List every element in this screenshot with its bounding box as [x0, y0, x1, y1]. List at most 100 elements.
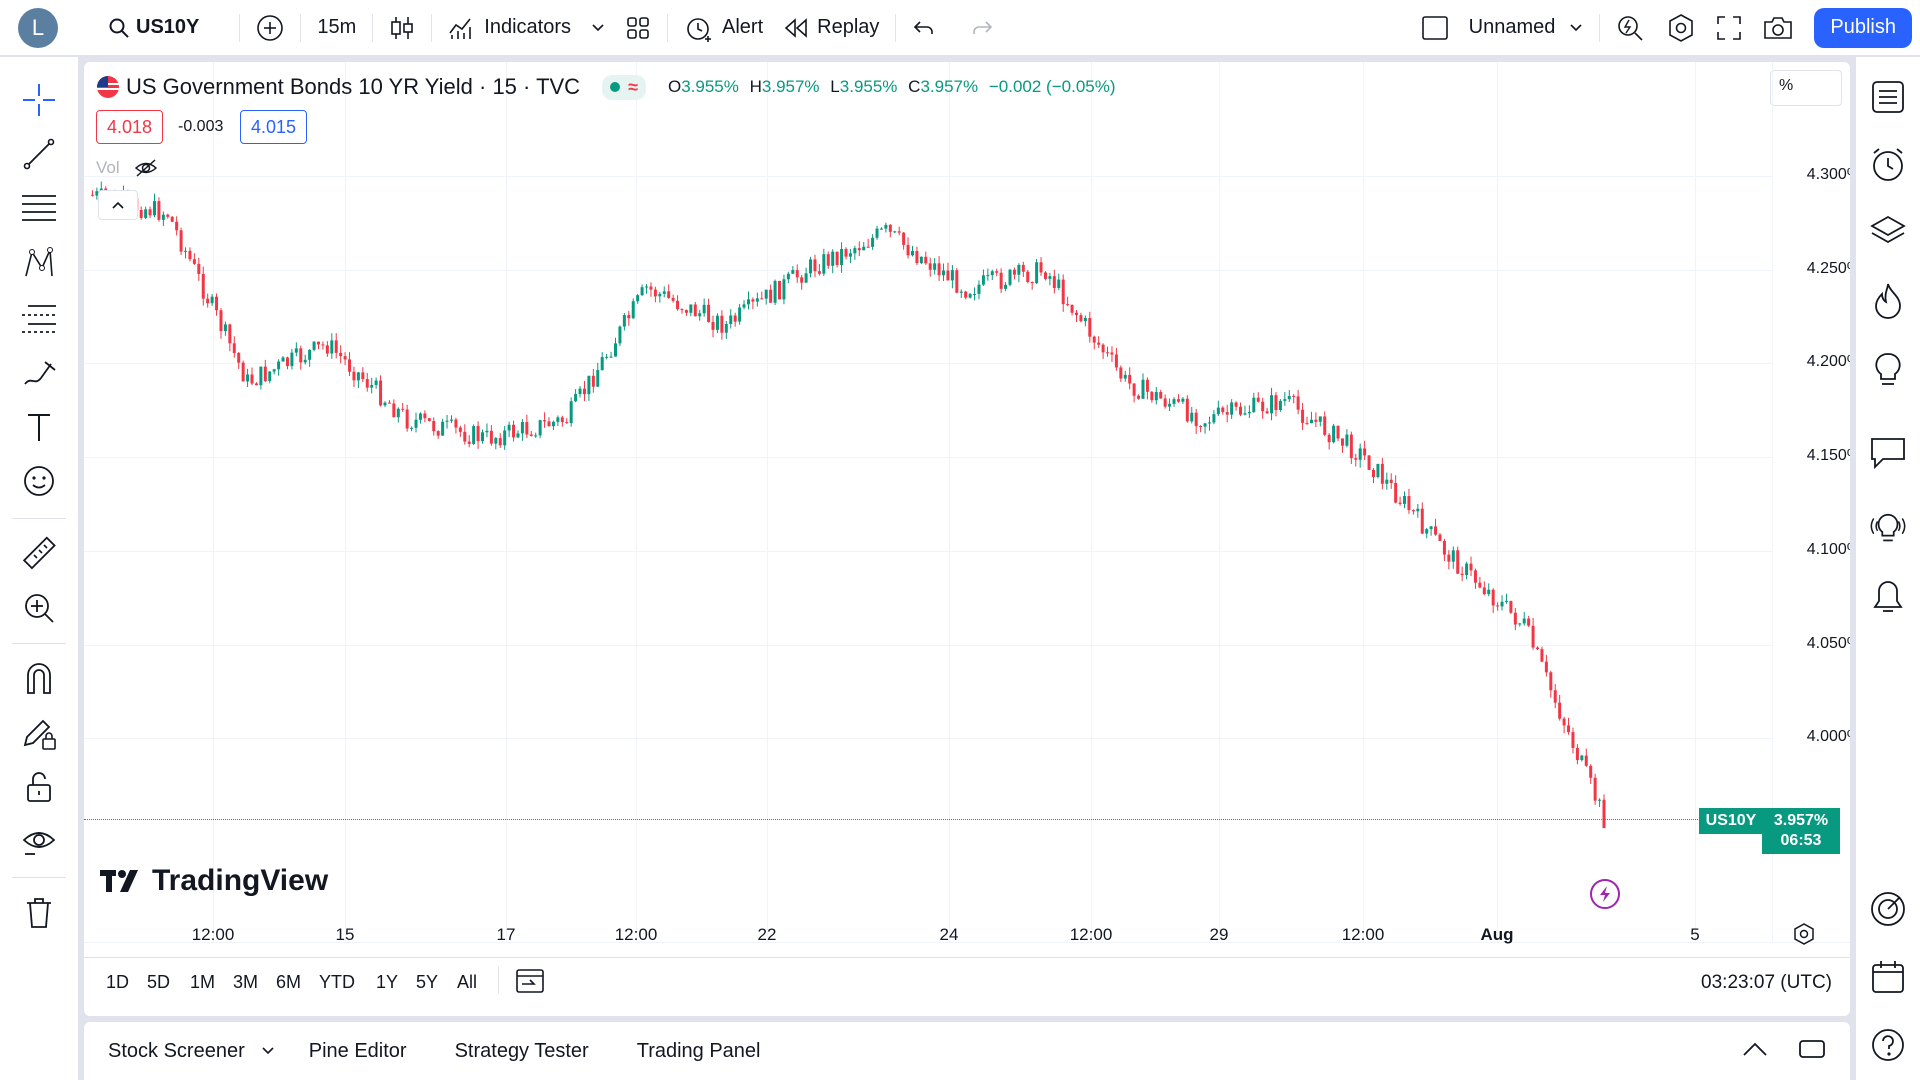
expand-panel-button[interactable]: [1742, 1041, 1768, 1062]
symbol-title[interactable]: US Government Bonds 10 YR Yield · 15 · T…: [126, 74, 581, 99]
tab-stock-screener[interactable]: Stock Screener: [108, 1040, 275, 1063]
forecast-tool[interactable]: [19, 298, 59, 338]
divider: [1599, 13, 1601, 42]
time-axis-settings-button[interactable]: [1792, 922, 1816, 951]
undo-icon: [914, 20, 934, 34]
help-button[interactable]: [1868, 1025, 1908, 1065]
economic-event-marker[interactable]: [1590, 879, 1620, 909]
range-1d-button[interactable]: 1D: [106, 972, 130, 992]
pencil-lock-icon: [23, 719, 56, 750]
tab-strategy-tester[interactable]: Strategy Tester: [455, 1040, 589, 1063]
range-1y-button[interactable]: 1Y: [376, 972, 399, 992]
interval-button[interactable]: 15m: [307, 8, 366, 48]
candle-body: [1176, 399, 1180, 402]
candle-body: [840, 248, 844, 265]
redo-button[interactable]: [960, 8, 1004, 48]
market-status[interactable]: ≈: [602, 74, 646, 100]
candle-body: [1496, 605, 1500, 607]
alert-button[interactable]: Alert: [674, 8, 773, 48]
buy-button[interactable]: 4.015: [240, 110, 308, 144]
candle-body: [472, 426, 476, 444]
chart-type-button[interactable]: [379, 8, 425, 48]
volume-legend[interactable]: Vol: [96, 158, 158, 178]
candle-body: [352, 371, 356, 381]
ideas-button[interactable]: [1868, 350, 1908, 390]
hotlists-button[interactable]: [1868, 281, 1908, 321]
layout-toggle[interactable]: [1411, 8, 1459, 48]
range-5y-button[interactable]: 5Y: [416, 972, 439, 992]
fullscreen-button[interactable]: [1706, 8, 1752, 48]
magnet-tool[interactable]: [19, 658, 59, 698]
tradingview-logo[interactable]: TradingView: [100, 864, 328, 898]
candle-body: [884, 224, 888, 229]
quick-search-button[interactable]: [1606, 8, 1656, 48]
chart-panel[interactable]: US Government Bonds 10 YR Yield · 15 · T…: [84, 62, 1850, 1016]
candle-body: [467, 441, 471, 444]
range-ytd-button[interactable]: YTD: [319, 972, 355, 992]
candle-body: [184, 250, 188, 252]
layout-button[interactable]: [615, 8, 661, 48]
price-axis[interactable]: 4.300% 4.250% 4.200% 4.150% 4.100% 4.050…: [1772, 62, 1850, 942]
brush-tool[interactable]: [19, 353, 59, 393]
indicators-button[interactable]: Indicators: [438, 8, 581, 48]
candle-body: [410, 427, 414, 429]
object-tree-button[interactable]: [1868, 211, 1908, 251]
publish-button[interactable]: Publish: [1814, 7, 1912, 48]
layout-name-button[interactable]: Unnamed: [1459, 8, 1594, 48]
collapse-legend-button[interactable]: [98, 190, 138, 220]
chats-button[interactable]: [1868, 433, 1908, 473]
symbol-search-button[interactable]: US10Y: [98, 8, 209, 48]
calendar-button[interactable]: [1868, 957, 1908, 997]
zoom-tool[interactable]: [19, 588, 59, 628]
undo-button[interactable]: [902, 8, 946, 48]
alerts-button[interactable]: [1868, 145, 1908, 185]
fib-tool[interactable]: [19, 188, 59, 228]
trend-line-tool[interactable]: [19, 134, 59, 174]
tab-pine-editor[interactable]: Pine Editor: [309, 1040, 407, 1063]
snapshot-button[interactable]: [1752, 8, 1804, 48]
range-1m-button[interactable]: 1M: [190, 972, 216, 992]
lock-all-tool[interactable]: [19, 767, 59, 807]
indicator-templates-dropdown[interactable]: [581, 8, 615, 48]
notifications-button[interactable]: [1868, 577, 1908, 617]
range-5d-button[interactable]: 5D: [147, 972, 171, 992]
range-3m-button[interactable]: 3M: [233, 972, 259, 992]
user-avatar[interactable]: L: [18, 7, 58, 48]
candle-body: [804, 273, 808, 283]
candle-body: [671, 297, 675, 301]
candle-body: [1247, 411, 1251, 414]
settings-button[interactable]: [1656, 8, 1706, 48]
candle-body: [170, 216, 174, 222]
clock-timezone[interactable]: 03:23:07 (UTC): [1701, 972, 1832, 993]
emoji-tool[interactable]: [19, 461, 59, 501]
divider: [667, 13, 668, 42]
measure-tool[interactable]: [19, 534, 59, 574]
price-chart[interactable]: [84, 62, 1772, 942]
watchlist-button[interactable]: [1868, 77, 1908, 117]
help-icon: [1872, 1029, 1904, 1061]
crosshair-tool[interactable]: [19, 80, 59, 120]
gear-icon: [1669, 13, 1694, 42]
streams-button[interactable]: [1868, 509, 1908, 549]
range-6m-button[interactable]: 6M: [276, 972, 302, 992]
replay-button[interactable]: Replay: [773, 8, 889, 48]
go-to-date-button[interactable]: [514, 966, 546, 1001]
lock-drawings-tool[interactable]: [19, 713, 59, 753]
maximize-panel-button[interactable]: [1798, 1037, 1826, 1066]
data-window-button[interactable]: [1868, 889, 1908, 929]
range-all-button[interactable]: All: [457, 972, 478, 992]
text-tool[interactable]: [19, 407, 59, 447]
candle-body: [910, 250, 914, 256]
candle-body: [1323, 416, 1327, 435]
tab-trading-panel[interactable]: Trading Panel: [637, 1040, 761, 1063]
candle-body: [844, 248, 848, 257]
candle-body: [206, 298, 210, 304]
hide-drawings-tool[interactable]: [19, 821, 59, 861]
symbol-label: US10Y: [136, 16, 200, 38]
remove-drawings-tool[interactable]: [19, 893, 59, 933]
compare-button[interactable]: [246, 8, 294, 48]
candle-body: [152, 201, 156, 216]
scale-mode-button[interactable]: %: [1770, 70, 1842, 106]
sell-button[interactable]: 4.018: [96, 110, 164, 144]
pattern-tool[interactable]: [19, 243, 59, 283]
